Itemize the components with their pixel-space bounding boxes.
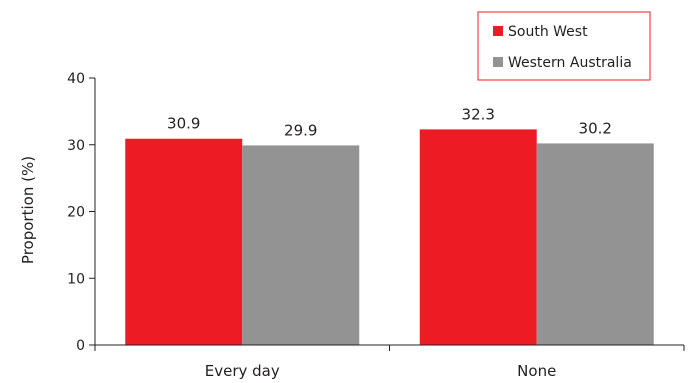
x-tick-label: Every day <box>205 362 280 380</box>
y-tick-label: 40 <box>67 71 85 87</box>
data-label: 30.9 <box>167 115 200 133</box>
legend-swatch-south-west <box>493 26 503 36</box>
legend-label-south-west: South West <box>508 24 588 40</box>
legend-swatch-western-australia <box>493 57 503 67</box>
y-tick-label: 0 <box>76 338 85 354</box>
y-tick-label: 30 <box>67 138 85 154</box>
y-axis-label: Proportion (%) <box>19 156 37 264</box>
bar <box>536 143 654 345</box>
x-tick-label: None <box>517 362 556 380</box>
bars: 30.9 29.9 32.3 30.2 <box>125 105 654 345</box>
y-tick-label: 20 <box>67 205 85 221</box>
bar <box>125 138 243 345</box>
bar <box>419 129 537 345</box>
y-tick-label: 10 <box>67 271 85 287</box>
legend: South West Western Australia <box>477 11 651 81</box>
y-axis: 0 10 20 30 40 <box>67 71 96 354</box>
legend-box <box>477 11 651 81</box>
legend-label-western-australia: Western Australia <box>508 55 632 71</box>
data-label: 32.3 <box>462 105 495 123</box>
x-axis: Every day None <box>94 344 685 380</box>
data-label: 30.2 <box>579 119 612 137</box>
bar <box>242 145 360 345</box>
data-label: 29.9 <box>284 121 317 139</box>
